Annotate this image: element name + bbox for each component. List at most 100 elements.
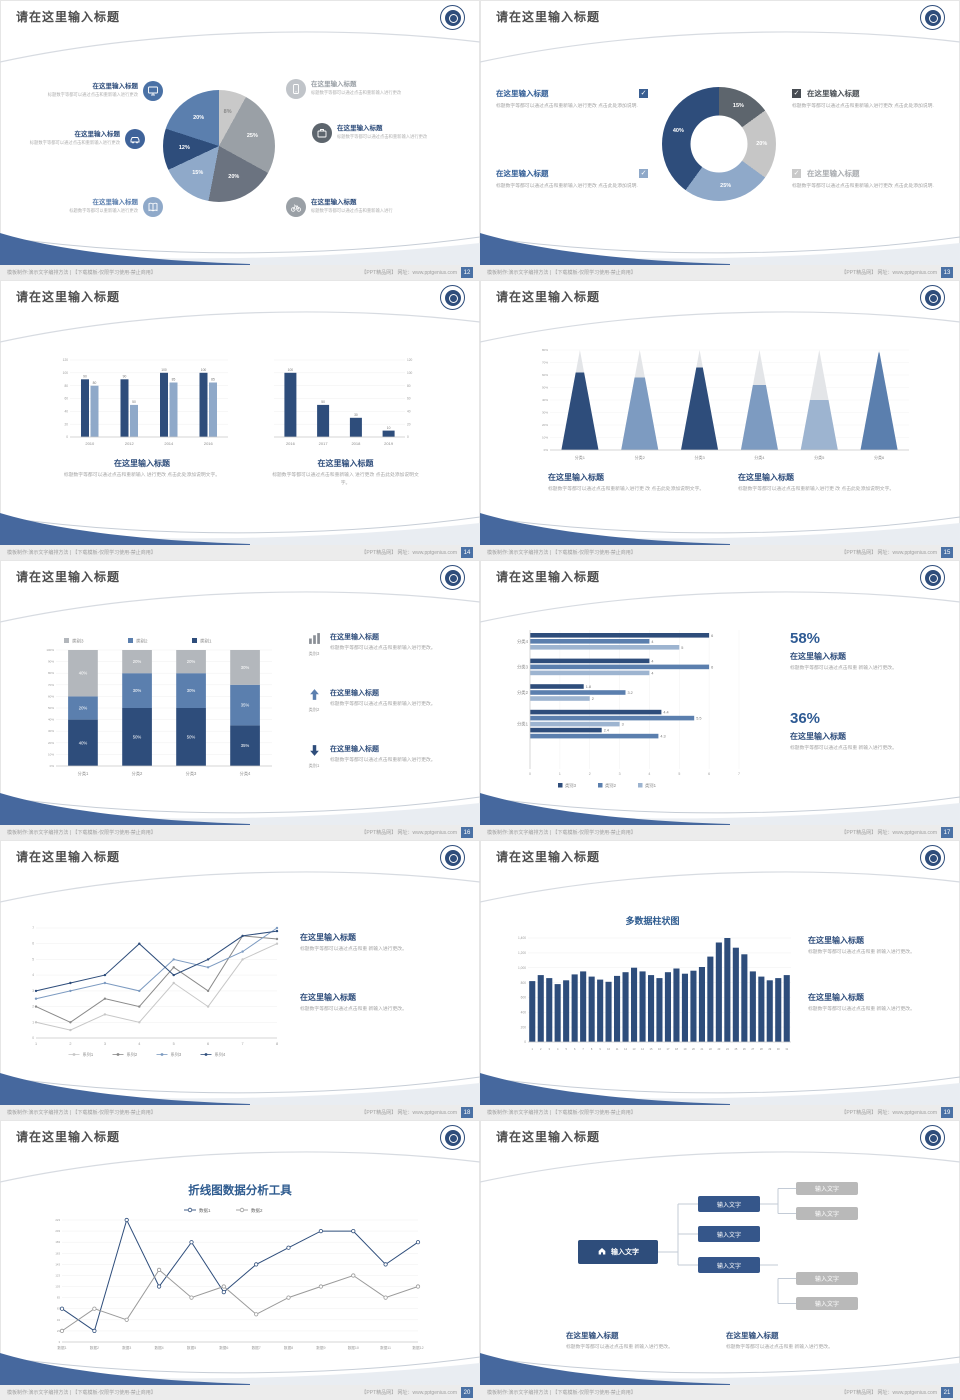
data-point <box>383 1262 388 1267</box>
x-tick-label: 7 <box>582 1047 584 1051</box>
school-logo-icon <box>440 1125 465 1150</box>
bar-value-label: 6 <box>711 665 713 669</box>
x-tick-label: 5 <box>173 1042 175 1046</box>
y-tick-label: 0% <box>544 448 549 452</box>
bar <box>724 938 731 1042</box>
y-tick-label: 4 <box>32 973 34 977</box>
data-point <box>221 1284 226 1289</box>
y-tick-label: 223 <box>55 1218 60 1222</box>
line-series <box>35 927 278 1000</box>
bar-value-label: 4 <box>651 640 653 644</box>
y-tick-label: 100% <box>46 648 54 652</box>
pyramid-chart: 0% 10% 20% 30% 40% 50% 60% 70% 80% 分类1 分类2 分类3 分类4 分类… <box>530 344 915 462</box>
slide-page-13: 请在这里输入标题 模板制作:演示文字编排方法 | 【下载模板-仅限学习使用-禁止… <box>480 0 960 280</box>
caption-body: 标题数字等都可以通过点击和重新输入 进行更改 点击此处添加说明文字。 <box>63 473 221 478</box>
x-tick-label: 数据1 <box>57 1345 66 1350</box>
note-title: 在这里输入标题 <box>566 1331 619 1340</box>
x-tick-label: 数据5 <box>187 1345 196 1350</box>
slide-footer: 模板制作:演示文字编排方法 | 【下载模板-仅限学习使用-禁止商用】 【PPT精… <box>0 265 480 280</box>
bar-value-label: 5.5 <box>696 717 701 721</box>
data-point <box>34 1005 38 1008</box>
bar-value-label: 50 <box>132 400 136 404</box>
chart-caption-left: 在这里输入标题 标题数字等都可以通过点击和重新输入 进行更改 点击此处添加说明文… <box>52 458 232 480</box>
top-curve-decoration <box>480 31 960 63</box>
school-logo-icon <box>920 845 945 870</box>
note-title: 在这里输入标题 <box>330 690 379 697</box>
x-tick-label: 数据8 <box>284 1345 293 1350</box>
slide-title: 请在这里输入标题 <box>16 10 121 24</box>
x-tick-label: 29 <box>768 1047 771 1051</box>
data-point <box>275 942 279 945</box>
data-point <box>351 1228 356 1234</box>
slide-page-14: 请在这里输入标题 模板制作:演示文字编排方法 | 【下载模板-仅限学习使用-禁止… <box>0 280 480 560</box>
x-tick-label: 18 <box>675 1047 678 1051</box>
bar <box>783 975 790 1042</box>
x-tick-label: 6 <box>574 1047 576 1051</box>
item-title: 在这里输入标题 <box>92 83 139 90</box>
y-tick-label: 60 <box>407 397 411 401</box>
category-label: 分类2 <box>517 689 529 696</box>
stat-percentage: 58% <box>790 630 821 647</box>
footer-site-text: 【PPT精品网】 网址：www.pptgenius.com <box>841 1110 937 1116</box>
y-tick-label: 30% <box>48 729 54 733</box>
note-body: 标题数字等都可以通过点击和重新输入进行更改 点击此处添加说明. <box>792 104 934 109</box>
bar <box>588 976 595 1042</box>
slide-footer: 模板制作:演示文字编排方法 | 【下载模板-仅限学习使用-禁止商用】 【PPT精… <box>480 1105 960 1120</box>
bottom-curve-decoration <box>0 513 480 545</box>
stack-segment <box>230 684 260 726</box>
line-chart: 0 1 2 3 4 5 6 7 1 2 3 4 5 6 7 8 系列1 系列2 系列3 系列4 <box>20 920 285 1060</box>
bottom-curve-decoration <box>480 233 960 265</box>
slide-title: 请在这里输入标题 <box>16 1130 121 1144</box>
phone-icon <box>286 79 306 99</box>
slide-title: 请在这里输入标题 <box>16 290 121 304</box>
bar <box>530 721 620 727</box>
bar <box>690 970 697 1042</box>
data-point <box>383 1295 388 1300</box>
footer-site-text: 【PPT精品网】 网址：www.pptgenius.com <box>361 270 457 276</box>
stat-block-2: 36% 在这里输入标题 标题数字等都可以通过点击和重 新输入进行更改。 <box>790 710 935 753</box>
pie-chart: 8% 25% 20% 15% 12% 20% <box>163 90 275 202</box>
pyramid-chart-canvas: 0% 10% 20% 30% 40% 50% 60% 70% 80% 分类1 分类2 分类3 分类4 分类… <box>542 348 909 460</box>
y-tick-label: 20% <box>48 741 54 745</box>
footer-site-text: 【PPT精品网】 网址：www.pptgenius.com <box>841 550 937 556</box>
bar <box>597 979 604 1042</box>
data-point <box>138 989 141 993</box>
data-point <box>415 1240 421 1245</box>
stack-segment <box>68 696 98 720</box>
x-tick-label: 数据11 <box>380 1345 391 1350</box>
footer-right-group: 【PPT精品网】 网址：www.pptgenius.com 12 <box>361 267 473 278</box>
x-tick-label: 2010 <box>85 441 95 446</box>
logo-core <box>444 849 461 866</box>
footer-right-group: 【PPT精品网】 网址：www.pptgenius.com 14 <box>361 547 473 558</box>
stack-segment <box>122 650 152 674</box>
bar-value-label: 30 <box>354 413 358 417</box>
donut-hole <box>690 115 748 173</box>
bicycle-icon <box>286 197 306 217</box>
icon-caption: 类别1 <box>308 763 320 768</box>
x-tick-label: 分类3 <box>694 454 705 460</box>
footer-right-group: 【PPT精品网】 网址：www.pptgenius.com 18 <box>361 1107 473 1118</box>
bar-chart-canvas: 0 20 40 60 80 100 120 90 80 2010 90 50 2012 100 85 2014… <box>63 358 228 446</box>
legend-label: 系列3 <box>171 1051 182 1058</box>
note-title: 在这里输入标题 <box>330 746 379 753</box>
diagram-branch-node: 输入文字 <box>698 1226 760 1242</box>
donut-note-left-2: 在这里输入标题 ✓ 标题数字等都可以通过点击和重新输入进行更改 点击此处添加说明… <box>496 168 648 191</box>
bottom-curve-decoration <box>0 793 480 825</box>
y-tick-label: 0 <box>66 435 68 439</box>
legend-label: 系列4 <box>215 1051 226 1058</box>
bar <box>209 382 217 437</box>
footer-left-text: 模板制作:演示文字编排方法 | 【下载模板-仅限学习使用-禁止商用】 <box>487 1390 636 1396</box>
school-logo-icon <box>440 565 465 590</box>
x-tick-label: 13 <box>633 1047 636 1051</box>
item-title: 在这里输入标题 <box>92 199 139 206</box>
legend-swatch <box>638 783 643 788</box>
footer-right-group: 【PPT精品网】 网址：www.pptgenius.com 17 <box>841 827 953 838</box>
footer-right-group: 【PPT精品网】 网址：www.pptgenius.com 19 <box>841 1107 953 1118</box>
legend-label: 类别3 <box>565 782 577 789</box>
bar <box>631 967 638 1042</box>
note-body: 标题数字等都可以通过点击和重 新输入进行更改。 <box>726 1345 833 1350</box>
x-tick-label: 7 <box>738 772 740 776</box>
y-tick-label: 143 <box>55 1262 60 1266</box>
data-point <box>189 1295 194 1300</box>
